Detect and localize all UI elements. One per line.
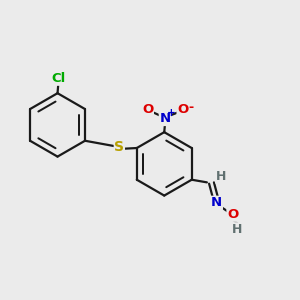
Text: O: O [142,103,153,116]
Text: Cl: Cl [51,72,65,85]
Text: H: H [232,223,242,236]
Text: N: N [159,112,170,125]
Text: O: O [177,103,188,116]
Text: S: S [114,140,124,154]
Text: -: - [188,100,193,114]
Text: +: + [167,108,176,118]
Text: N: N [211,196,222,209]
Text: O: O [227,208,238,221]
Text: H: H [216,170,226,183]
